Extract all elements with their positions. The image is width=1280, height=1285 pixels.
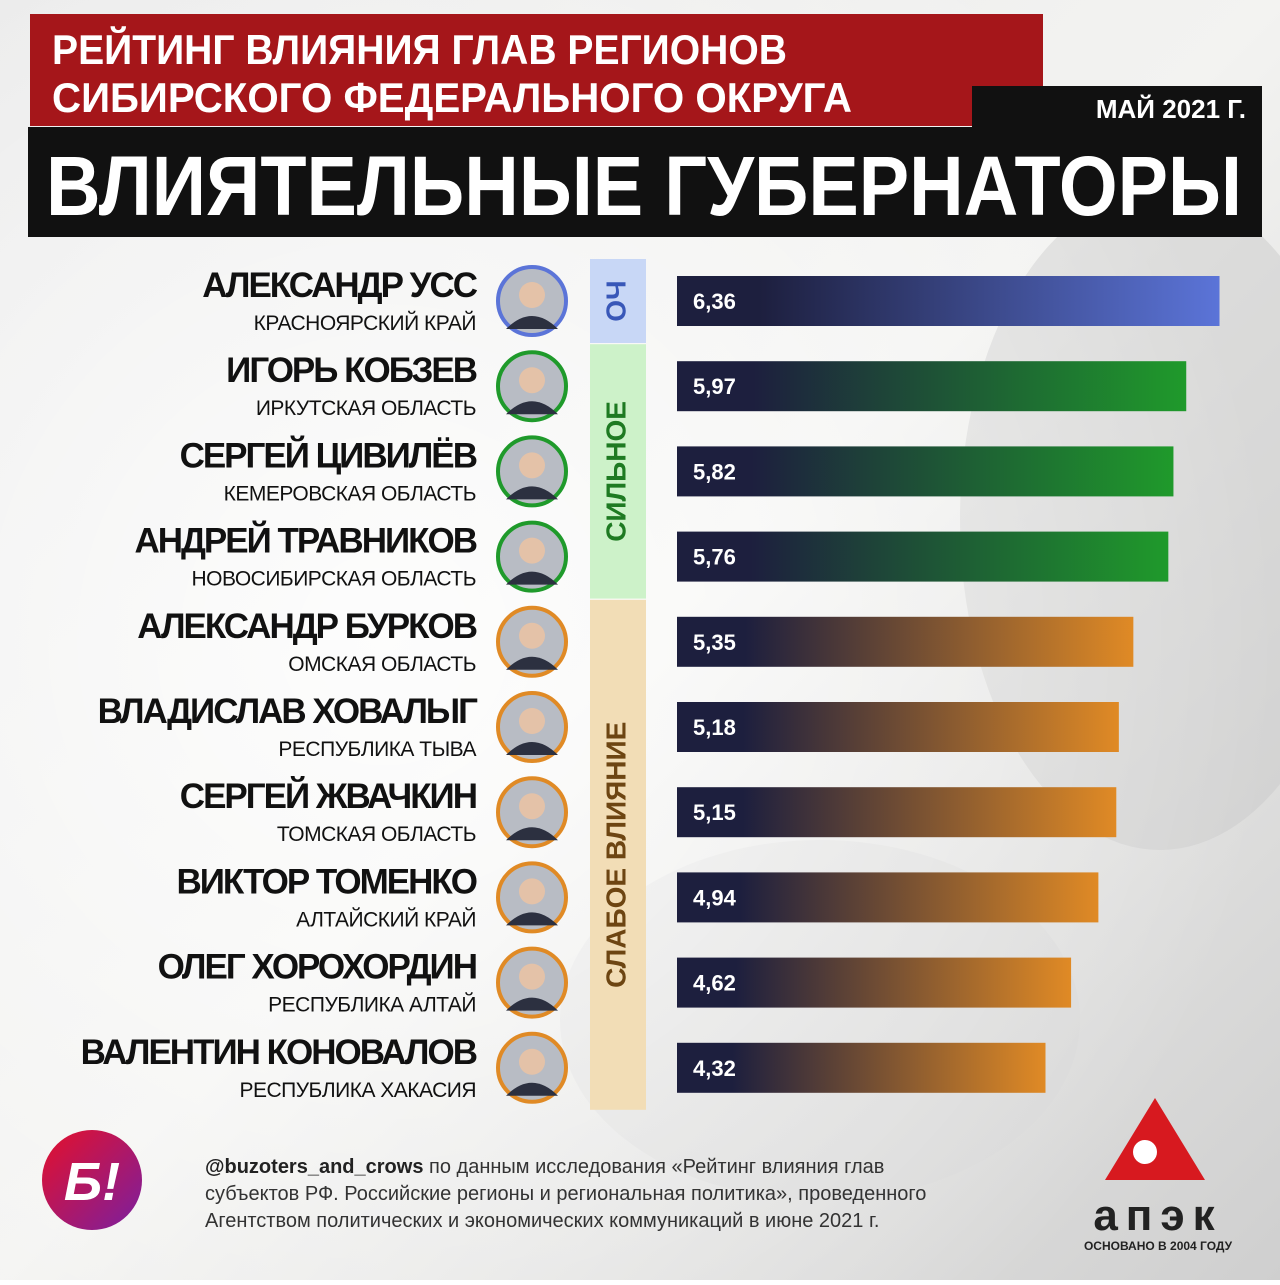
footer-line: Агентством политических и экономических … <box>205 1210 879 1232</box>
logo-dot <box>1133 1140 1157 1164</box>
portrait-suit <box>506 486 558 500</box>
portrait-suit <box>506 571 558 585</box>
portrait-suit <box>506 912 558 926</box>
governor-name: АЛЕКСАНДР УСС <box>202 266 478 305</box>
value-label: 5,76 <box>693 545 736 570</box>
portrait-face <box>519 367 545 394</box>
portrait-suit <box>506 742 558 755</box>
governor-name: СЕРГЕЙ ЖВАЧКИН <box>180 776 476 816</box>
title-line: РЕЙТИНГ ВЛИЯНИЯ ГЛАВ РЕГИОНОВ <box>52 25 787 73</box>
value-label: 5,35 <box>693 630 736 655</box>
footer-line: субъектов РФ. Российские регионы и регио… <box>205 1183 926 1205</box>
bar <box>677 702 1119 752</box>
portrait-face <box>519 282 545 308</box>
governor-name: АЛЕКСАНДР БУРКОВ <box>137 607 476 646</box>
bar <box>677 616 1134 667</box>
portrait-face <box>519 1048 545 1075</box>
region-name: ОМСКАЯ ОБЛАСТЬ <box>288 653 476 676</box>
bar <box>677 531 1169 582</box>
region-name: РЕСПУБЛИКА ХАКАСИЯ <box>239 1079 476 1102</box>
region-name: АЛТАЙСКИЙ КРАЙ <box>296 907 476 931</box>
logo-circle <box>42 1130 142 1230</box>
portrait-suit <box>506 316 558 329</box>
value-label: 4,62 <box>693 971 736 996</box>
region-name: ТОМСКАЯ ОБЛАСТЬ <box>277 823 476 846</box>
group-band <box>590 259 646 343</box>
bar <box>677 361 1187 412</box>
region-name: РЕСПУБЛИКА АЛТАЙ <box>268 993 476 1017</box>
region-name: РЕСПУБЛИКА ТЫВА <box>278 738 476 761</box>
group-band <box>590 599 646 1110</box>
region-name: НОВОСИБИРСКАЯ ОБЛАСТЬ <box>192 568 476 591</box>
governor-name: ОЛЕГ ХОРОХОРДИН <box>158 948 476 987</box>
group-band <box>590 344 646 599</box>
value-label: 5,82 <box>693 459 736 484</box>
bar <box>677 957 1072 1008</box>
subtitle-box <box>28 127 1262 237</box>
title-line: СИБИРСКОГО ФЕДЕРАЛЬНОГО ОКРУГА <box>52 74 852 121</box>
logo-triangle <box>1105 1098 1205 1180</box>
governor-name: АНДРЕЙ ТРАВНИКОВ <box>134 521 476 561</box>
bar <box>677 1042 1046 1093</box>
value-label: 4,94 <box>693 885 737 910</box>
portrait-face <box>519 622 545 649</box>
logo-text: Б! <box>64 1152 120 1212</box>
value-label: 5,18 <box>693 715 736 740</box>
chart-area: ОЧ 6,36 СИЛЬНОЕ 5,97 5,82 5,76 СЛАБОЕ ВЛИЯНИЕ 5… <box>81 259 1220 1110</box>
bar <box>677 446 1174 497</box>
governor-name: СЕРГЕЙ ЦИВИЛЁВ <box>180 435 477 475</box>
group-label: СИЛЬНОЕ <box>600 401 631 542</box>
value-label: 5,97 <box>693 374 736 399</box>
portrait-face <box>519 708 545 734</box>
logo-right: апэк ОСНОВАНО В 2004 ГОДУ <box>1084 1098 1233 1253</box>
footer-line: @buzoters_and_crows по данным исследован… <box>205 1156 884 1178</box>
value-label: 5,15 <box>693 800 736 825</box>
group-label: ОЧ <box>600 280 631 321</box>
region-name: КРАСНОЯРСКИЙ КРАЙ <box>254 311 476 335</box>
footer-handle: @buzoters_and_crows <box>205 1156 423 1178</box>
title-box <box>30 14 1043 126</box>
portrait-face <box>519 963 545 990</box>
bar <box>677 787 1117 838</box>
bar <box>677 872 1099 923</box>
portrait-suit <box>506 827 558 841</box>
group-label: СЛАБОЕ ВЛИЯНИЕ <box>600 722 631 988</box>
portrait-suit <box>506 401 558 415</box>
portrait-face <box>519 537 545 564</box>
logo-right-text: апэк <box>1093 1191 1222 1240</box>
portrait-face <box>519 452 545 479</box>
governor-name: ИГОРЬ КОБЗЕВ <box>226 351 477 390</box>
portrait-face <box>519 878 545 905</box>
portrait-face <box>519 793 545 820</box>
governor-name: ВИКТОР ТОМЕНКО <box>176 862 476 901</box>
value-label: 4,32 <box>693 1056 736 1081</box>
governor-name: ВЛАДИСЛАВ ХОВАЛЫГ <box>98 692 479 731</box>
portrait-suit <box>506 997 558 1011</box>
logo-right-sub: ОСНОВАНО В 2004 ГОДУ <box>1084 1239 1233 1253</box>
portrait-suit <box>506 656 558 670</box>
region-name: ИРКУТСКАЯ ОБЛАСТЬ <box>256 397 476 420</box>
footer-text: по данным исследования «Рейтинг влияния … <box>429 1156 884 1178</box>
portrait-suit <box>506 1082 558 1096</box>
logo-left: Б! <box>42 1130 142 1230</box>
bar <box>677 276 1220 326</box>
date: МАЙ 2021 Г. <box>1096 94 1246 124</box>
region-name: КЕМЕРОВСКАЯ ОБЛАСТЬ <box>224 482 476 505</box>
subtitle: ВЛИЯТЕЛЬНЫЕ ГУБЕРНАТОРЫ <box>46 139 1242 233</box>
value-label: 6,36 <box>693 289 736 314</box>
governor-name: ВАЛЕНТИН КОНОВАЛОВ <box>81 1033 477 1072</box>
